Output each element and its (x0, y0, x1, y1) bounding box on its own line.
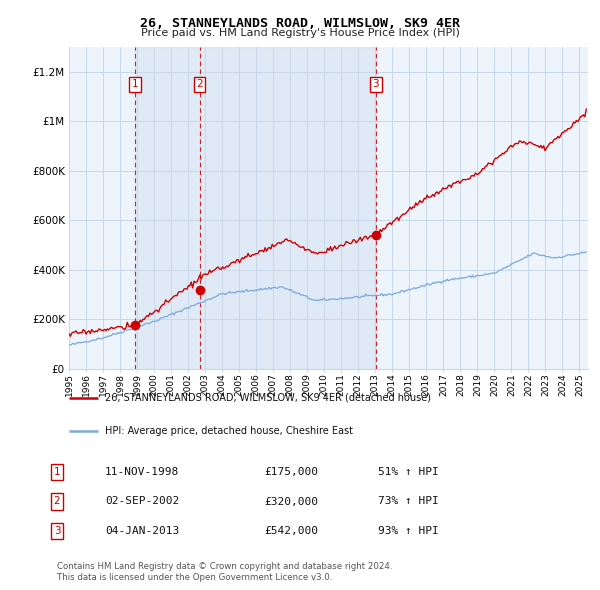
Text: 04-JAN-2013: 04-JAN-2013 (105, 526, 179, 536)
Text: £175,000: £175,000 (264, 467, 318, 477)
Text: 3: 3 (53, 526, 61, 536)
Text: 02-SEP-2002: 02-SEP-2002 (105, 497, 179, 506)
Text: 3: 3 (373, 79, 379, 89)
Text: 2: 2 (196, 79, 203, 89)
Bar (135, 47, 200, 369)
Text: Price paid vs. HM Land Registry's House Price Index (HPI): Price paid vs. HM Land Registry's House … (140, 28, 460, 38)
Text: 26, STANNEYLANDS ROAD, WILMSLOW, SK9 4ER (detached house): 26, STANNEYLANDS ROAD, WILMSLOW, SK9 4ER… (105, 392, 431, 402)
Text: HPI: Average price, detached house, Cheshire East: HPI: Average price, detached house, Ches… (105, 427, 353, 437)
Text: Contains HM Land Registry data © Crown copyright and database right 2024.
This d: Contains HM Land Registry data © Crown c… (57, 562, 392, 582)
Bar (200, 47, 376, 369)
Text: 51% ↑ HPI: 51% ↑ HPI (378, 467, 439, 477)
Text: 11-NOV-1998: 11-NOV-1998 (105, 467, 179, 477)
Text: £320,000: £320,000 (264, 497, 318, 506)
Text: 73% ↑ HPI: 73% ↑ HPI (378, 497, 439, 506)
Text: 2: 2 (53, 497, 61, 506)
Text: £542,000: £542,000 (264, 526, 318, 536)
Text: 93% ↑ HPI: 93% ↑ HPI (378, 526, 439, 536)
Text: 1: 1 (53, 467, 61, 477)
Text: 26, STANNEYLANDS ROAD, WILMSLOW, SK9 4ER: 26, STANNEYLANDS ROAD, WILMSLOW, SK9 4ER (140, 17, 460, 30)
Text: 1: 1 (131, 79, 138, 89)
